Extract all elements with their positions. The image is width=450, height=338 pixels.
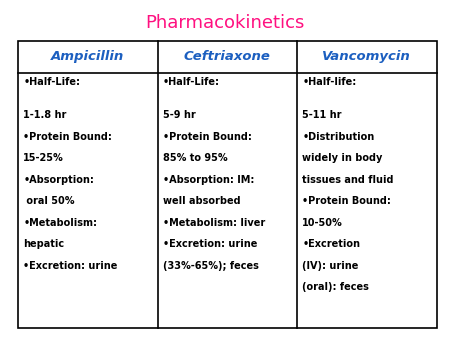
Text: •Half-life:: •Half-life: — [302, 77, 357, 87]
Text: tissues and fluid: tissues and fluid — [302, 175, 394, 185]
Text: •Excretion: urine: •Excretion: urine — [163, 239, 257, 249]
Text: •Absorption:: •Absorption: — [23, 175, 94, 185]
Text: (IV): urine: (IV): urine — [302, 261, 359, 271]
Text: Ceftriaxone: Ceftriaxone — [184, 50, 271, 63]
Text: •Excretion: •Excretion — [302, 239, 360, 249]
Text: 10-50%: 10-50% — [302, 218, 343, 228]
Text: 1-1.8 hr: 1-1.8 hr — [23, 110, 67, 120]
Text: •Distribution: •Distribution — [302, 132, 375, 142]
Bar — [18, 41, 436, 328]
Text: widely in body: widely in body — [302, 153, 383, 163]
Text: •Metabolism: liver: •Metabolism: liver — [163, 218, 265, 228]
Text: Vancomycin: Vancomycin — [322, 50, 411, 63]
Text: oral 50%: oral 50% — [23, 196, 75, 206]
Text: 85% to 95%: 85% to 95% — [163, 153, 228, 163]
Text: •Protein Bound:: •Protein Bound: — [163, 132, 252, 142]
Text: (oral): feces: (oral): feces — [302, 283, 369, 292]
Text: 5-9 hr: 5-9 hr — [163, 110, 196, 120]
Text: •Protein Bound:: •Protein Bound: — [23, 132, 112, 142]
Text: 15-25%: 15-25% — [23, 153, 64, 163]
Text: hepatic: hepatic — [23, 239, 64, 249]
Text: well absorbed: well absorbed — [163, 196, 240, 206]
Text: 5-11 hr: 5-11 hr — [302, 110, 342, 120]
Text: •Excretion: urine: •Excretion: urine — [23, 261, 118, 271]
Text: Ampicillin: Ampicillin — [51, 50, 124, 63]
Text: •Half-Life:: •Half-Life: — [23, 77, 81, 87]
Text: •Metabolism:: •Metabolism: — [23, 218, 97, 228]
Text: •Half-Life:: •Half-Life: — [163, 77, 220, 87]
Text: •Absorption: IM:: •Absorption: IM: — [163, 175, 254, 185]
Text: •Protein Bound:: •Protein Bound: — [302, 196, 392, 206]
Text: (33%-65%); feces: (33%-65%); feces — [163, 261, 259, 271]
Text: Pharmacokinetics: Pharmacokinetics — [145, 14, 305, 31]
